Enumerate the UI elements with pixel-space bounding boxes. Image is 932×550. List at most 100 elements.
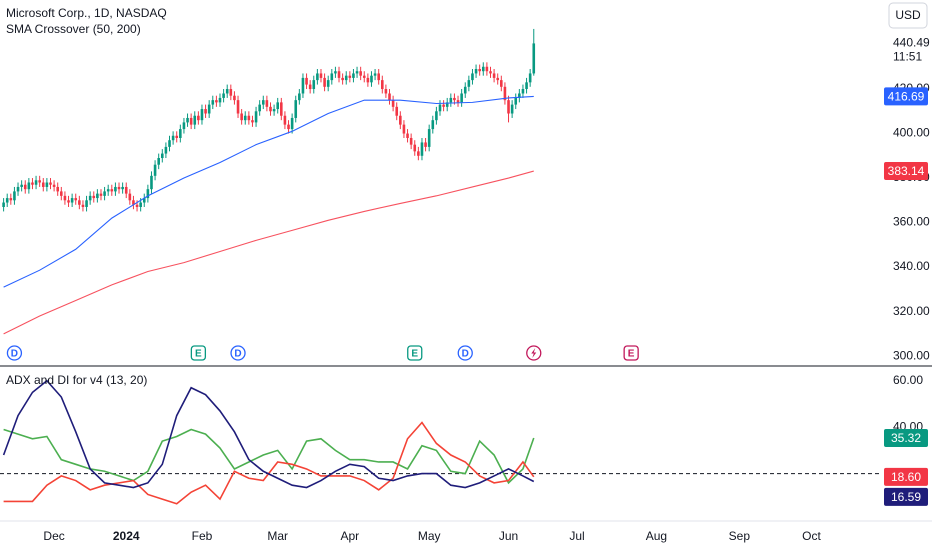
y-tick-label: 340.00 [893,259,930,273]
candle-body [341,77,344,81]
candle-body [31,182,34,185]
x-tick-label: Mar [267,529,288,543]
candle-body [81,204,85,207]
marks: 300.00320.00340.00360.00380.00400.00420.… [0,28,930,543]
candle-body [5,198,9,203]
candle-body [96,193,99,199]
price-label: 18.60 [891,470,921,484]
indicator-title: SMA Crossover (50, 200) [6,22,141,36]
candle-body [276,102,280,110]
candle-body [424,142,427,147]
price-label-box [884,467,928,486]
candle-body [330,73,334,81]
candle-body [445,102,449,107]
currency-label[interactable]: USD [895,8,921,22]
candle-body [417,151,420,156]
candle-body [88,195,92,201]
candle-body [337,71,341,78]
candle-body [247,115,251,121]
candle-body [229,89,233,96]
candle-body [308,84,312,90]
candle-body [269,106,272,112]
event-marker [230,345,246,361]
currency-button[interactable] [888,2,928,29]
y-tick-label: 320.00 [893,304,930,318]
candle-body [283,115,287,125]
candle-body [225,89,229,94]
candle-body [348,75,352,78]
candle-body [164,146,168,154]
candle-body [186,117,189,123]
countdown: 11:51 [893,50,922,64]
candle-body [52,184,56,187]
candle-body [240,113,243,121]
candle-body [153,164,157,176]
candle-body [463,86,467,94]
candle-body [294,100,298,118]
price-label-box [884,487,928,506]
candle-body [233,95,236,101]
x-tick-label: 2024 [113,529,140,543]
candle-body [442,104,445,107]
indicator-title: ADX and DI for v4 (13, 20) [6,373,147,387]
candle-body [319,73,323,78]
candle-body [49,182,52,185]
candle-body [373,73,377,76]
candle-body [23,184,27,190]
candle-body [312,80,316,90]
price-label: 16.59 [891,490,921,504]
candle-body [478,68,481,72]
x-tick-label: May [418,529,441,543]
candle-body [197,115,200,121]
candle-body [507,100,510,114]
candle-body [413,144,417,152]
candle-body [409,137,413,145]
candle-body [402,124,406,134]
candle-body [218,97,222,103]
price-label: 383.14 [888,164,925,178]
candle-body [431,120,435,130]
candle-body [41,182,45,187]
candle-body [485,66,489,72]
candle-body [380,80,384,90]
candle-body [13,191,16,201]
candle-body [489,71,492,74]
candle-body [518,93,521,98]
candle-body [474,68,478,74]
candle-body [326,80,330,87]
candle-body [435,111,438,121]
candle-body [265,100,269,107]
candle-body [460,93,463,103]
chart-title: Microsoft Corp., 1D, NASDAQ [6,6,167,20]
candle-body [182,122,186,130]
candle-body [391,100,395,107]
candle-body [532,43,536,74]
candle-body [168,140,171,147]
candle-body [481,66,485,72]
candle-body [135,204,139,207]
indicator-line [3,421,535,505]
candle-body [204,109,207,114]
candle-body [67,200,70,203]
candle-body [525,82,528,90]
candle-body [521,89,525,94]
event-marker [190,345,207,361]
event-marker [6,345,23,361]
x-tick-label: Oct [802,529,821,543]
candle-body [63,195,67,201]
price-label-box [884,429,928,448]
candle-body [254,111,258,123]
candle-body [370,75,373,83]
candle-body [106,189,110,192]
event-marker [407,345,423,361]
candle-body [261,100,265,105]
candle-body [128,193,132,201]
candle-body [193,115,197,125]
candle-body [496,77,500,81]
event-label: D [462,349,469,360]
candle-body [34,180,38,185]
x-tick-label: Jun [499,529,518,543]
candle-body [124,186,128,194]
candle-body [438,104,442,112]
x-tick-label: Jul [569,529,584,543]
